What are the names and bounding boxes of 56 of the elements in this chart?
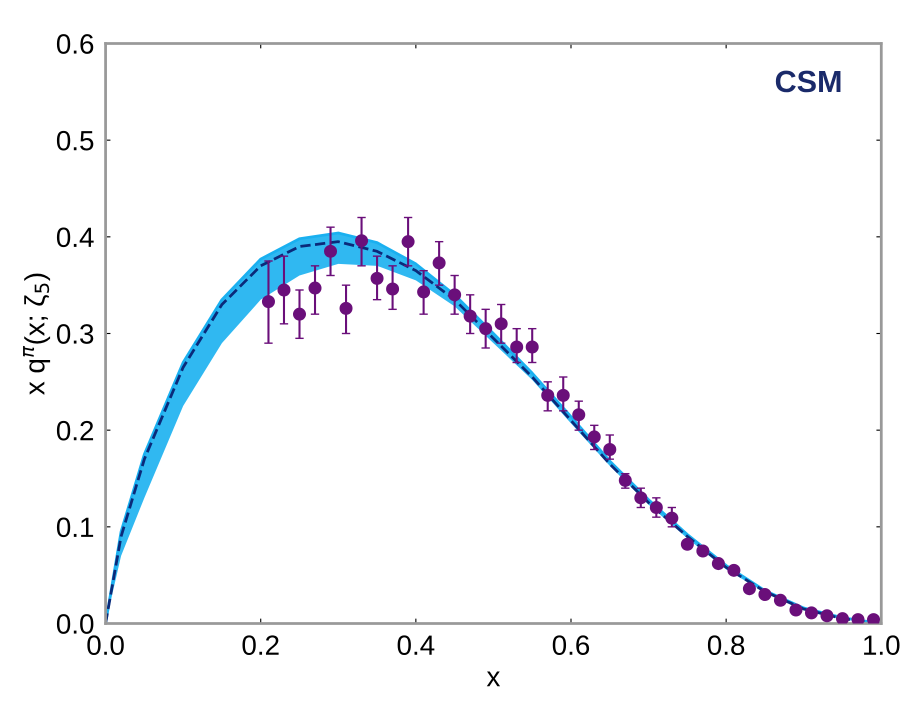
point (789, 603, 802, 616)
x-tick-label: 0.2 (242, 635, 279, 656)
point (402, 235, 415, 248)
y-tick-label: 0.0 (56, 614, 94, 634)
point (340, 302, 353, 315)
x-axis-title: x (486, 672, 500, 686)
point (758, 588, 772, 602)
point (572, 408, 586, 422)
point (820, 609, 834, 622)
y-tick-label: 0.1 (56, 518, 94, 538)
point (277, 283, 290, 297)
point (479, 322, 492, 336)
point (510, 340, 524, 354)
annotation: CSM (776, 70, 840, 92)
point (588, 430, 601, 444)
y-tick-label: 0.4 (56, 228, 94, 248)
point (494, 317, 508, 330)
point (526, 340, 539, 354)
point (432, 256, 446, 270)
point (742, 582, 756, 596)
point (448, 288, 462, 302)
point (680, 538, 694, 551)
point (836, 612, 849, 624)
point (696, 544, 710, 558)
point (804, 606, 818, 620)
point (386, 282, 400, 296)
point (417, 285, 430, 298)
point (618, 474, 632, 487)
point (774, 594, 787, 607)
y-tick-label: 0.3 (56, 324, 94, 344)
point (556, 388, 570, 402)
y-tick-label: 0.5 (56, 130, 94, 151)
point (867, 613, 880, 624)
x-tick-label: 0.8 (708, 635, 744, 656)
point (370, 272, 384, 285)
point (603, 442, 616, 456)
point (650, 500, 663, 514)
point (308, 282, 322, 295)
point (355, 234, 368, 248)
x-tick-label: 0.4 (398, 635, 434, 656)
x-tick-label: 0.0 (87, 635, 124, 656)
point (324, 244, 338, 258)
point (292, 308, 306, 321)
point (541, 388, 554, 402)
y-tick-label: 0.2 (56, 420, 94, 441)
point (712, 557, 725, 570)
y-axis-title: x q$^{π}$(x; ζ$_{5}$) (23, 274, 50, 395)
point (727, 564, 740, 577)
point (852, 613, 865, 624)
point (634, 491, 648, 504)
point (665, 512, 678, 525)
x-tick-label: 1.0 (864, 635, 900, 656)
point (464, 310, 477, 323)
point (262, 295, 275, 308)
y-tick-label: 0.6 (56, 34, 94, 54)
x-tick-label: 0.6 (552, 635, 590, 656)
